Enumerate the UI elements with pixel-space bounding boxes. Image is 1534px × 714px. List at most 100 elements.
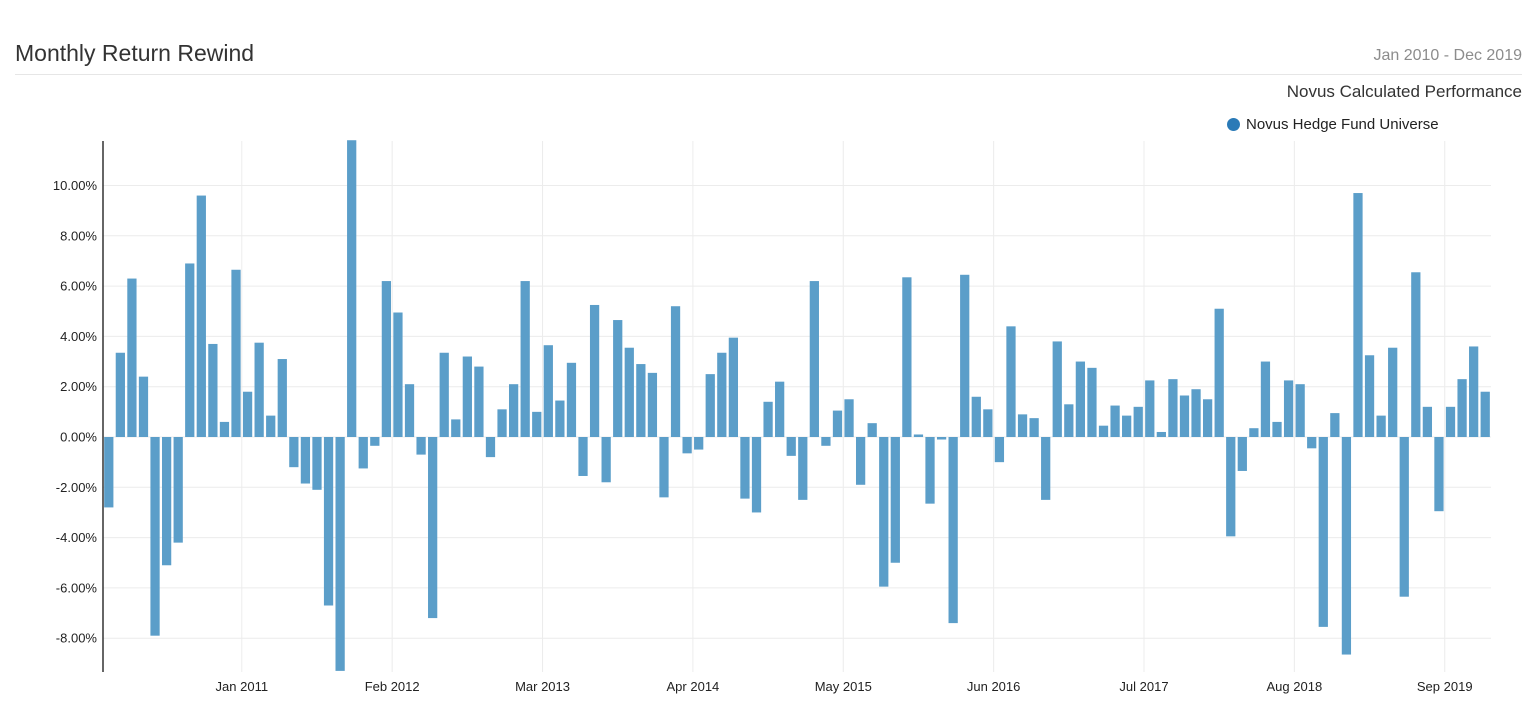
bar[interactable] — [335, 437, 345, 671]
bar[interactable] — [1480, 391, 1490, 437]
bar[interactable] — [1307, 437, 1317, 449]
bar[interactable] — [1017, 414, 1028, 437]
bar[interactable] — [428, 437, 438, 619]
bar[interactable] — [532, 411, 542, 437]
bar[interactable] — [1226, 437, 1236, 537]
bar[interactable] — [1145, 380, 1155, 437]
bar[interactable] — [115, 352, 125, 437]
bar[interactable] — [289, 437, 299, 468]
bar[interactable] — [173, 437, 183, 543]
bar[interactable] — [613, 320, 623, 437]
bar[interactable] — [636, 364, 646, 437]
bar[interactable] — [520, 281, 530, 437]
bar[interactable] — [161, 437, 172, 566]
bar[interactable] — [1214, 308, 1224, 437]
bar[interactable] — [694, 437, 704, 450]
bar[interactable] — [809, 281, 819, 437]
bar[interactable] — [254, 342, 264, 437]
bar[interactable] — [150, 437, 160, 636]
bar[interactable] — [1469, 346, 1479, 437]
bar[interactable] — [277, 359, 287, 437]
bar[interactable] — [740, 437, 750, 499]
bar[interactable] — [1399, 437, 1409, 597]
bar[interactable] — [994, 437, 1005, 463]
bar[interactable] — [936, 437, 947, 440]
bar[interactable] — [960, 274, 970, 437]
bar[interactable] — [1179, 395, 1190, 437]
bar[interactable] — [381, 281, 392, 437]
bar[interactable] — [601, 437, 611, 483]
bar[interactable] — [728, 337, 739, 437]
bar[interactable] — [913, 434, 924, 437]
bar[interactable] — [1202, 399, 1213, 437]
bar[interactable] — [659, 437, 669, 498]
bar[interactable] — [1249, 428, 1259, 437]
bar[interactable] — [1064, 404, 1074, 437]
bar[interactable] — [1098, 425, 1109, 437]
bar[interactable] — [1272, 421, 1282, 437]
bar[interactable] — [323, 437, 334, 606]
bar[interactable] — [682, 437, 692, 454]
bar[interactable] — [1029, 418, 1039, 437]
bar[interactable] — [1318, 437, 1328, 627]
bar[interactable] — [266, 415, 276, 437]
bar[interactable] — [1364, 355, 1375, 437]
bar[interactable] — [1353, 193, 1363, 437]
bar[interactable] — [879, 437, 889, 587]
bar[interactable] — [983, 409, 993, 437]
bar[interactable] — [485, 437, 496, 458]
bar[interactable] — [832, 410, 843, 437]
bar[interactable] — [1388, 347, 1398, 437]
bar[interactable] — [670, 306, 681, 437]
bar[interactable] — [717, 352, 727, 437]
bar[interactable] — [462, 356, 472, 437]
bar[interactable] — [647, 372, 658, 437]
bar[interactable] — [208, 343, 218, 437]
bar[interactable] — [1295, 384, 1305, 437]
bar[interactable] — [138, 376, 149, 437]
bar[interactable] — [589, 304, 600, 437]
bar[interactable] — [1376, 415, 1386, 437]
bar[interactable] — [855, 437, 866, 485]
bar[interactable] — [1041, 437, 1051, 500]
bar[interactable] — [1075, 361, 1086, 437]
bar[interactable] — [416, 437, 426, 455]
bar[interactable] — [219, 421, 230, 437]
legend-item[interactable]: Novus Hedge Fund Universe — [1227, 116, 1439, 133]
bar[interactable] — [474, 366, 484, 437]
bar[interactable] — [705, 374, 715, 437]
bar[interactable] — [1260, 361, 1271, 437]
bar[interactable] — [566, 362, 577, 437]
bar[interactable] — [1434, 437, 1444, 512]
bar[interactable] — [1330, 413, 1340, 437]
bar[interactable] — [1110, 405, 1120, 437]
bar[interactable] — [543, 345, 553, 437]
bar[interactable] — [1006, 326, 1016, 437]
bar[interactable] — [1087, 367, 1097, 437]
bar[interactable] — [775, 381, 785, 437]
bar[interactable] — [1052, 341, 1062, 437]
bar[interactable] — [1133, 406, 1143, 437]
bar[interactable] — [1283, 380, 1294, 437]
bar[interactable] — [763, 401, 773, 437]
bar[interactable] — [104, 437, 114, 508]
bar[interactable] — [1341, 437, 1352, 655]
bar[interactable] — [1156, 431, 1166, 437]
bar[interactable] — [439, 352, 449, 437]
bar[interactable] — [196, 195, 206, 437]
bar[interactable] — [242, 391, 253, 437]
bar[interactable] — [1411, 272, 1421, 437]
bar[interactable] — [902, 277, 912, 437]
bar[interactable] — [578, 437, 588, 476]
bar[interactable] — [404, 384, 415, 437]
bar[interactable] — [300, 437, 311, 484]
bar[interactable] — [1191, 389, 1201, 437]
bar[interactable] — [497, 409, 507, 437]
bar[interactable] — [370, 437, 380, 446]
bar[interactable] — [393, 312, 403, 437]
bar[interactable] — [347, 140, 357, 438]
bar[interactable] — [624, 347, 634, 437]
bar[interactable] — [1457, 379, 1467, 437]
bar[interactable] — [971, 396, 981, 437]
bar[interactable] — [751, 437, 762, 513]
